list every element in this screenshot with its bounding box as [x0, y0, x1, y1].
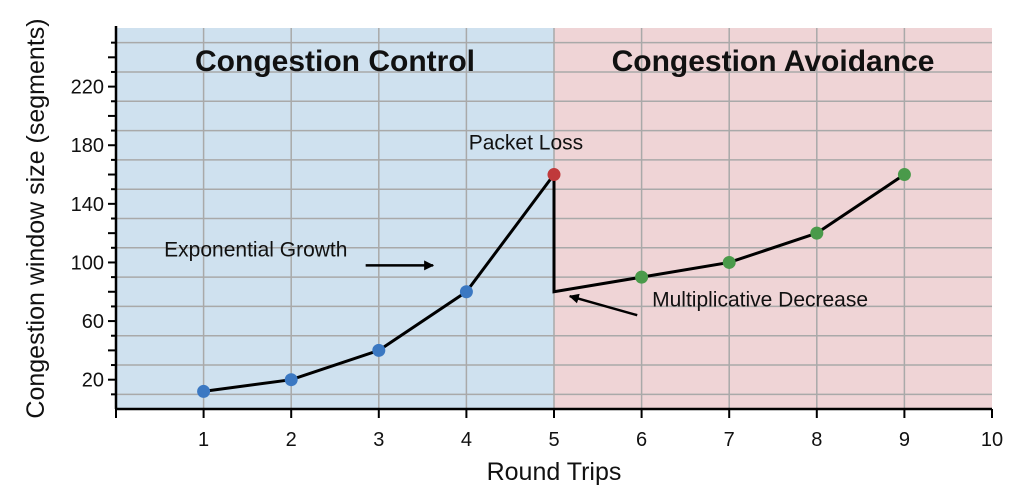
y-axis-title: Congestion window size (segments) — [22, 18, 50, 418]
x-tick-label: 5 — [548, 429, 559, 451]
y-tick-label: 60 — [82, 311, 104, 333]
y-tick-label: 100 — [71, 252, 104, 274]
data-point-loss — [547, 168, 561, 182]
x-tick-label: 3 — [373, 429, 384, 451]
data-point-exponential — [197, 384, 211, 398]
data-point-exponential — [459, 285, 473, 299]
data-point-avoidance — [635, 270, 649, 284]
region-label-congestion-avoidance: Congestion Avoidance — [612, 45, 935, 78]
data-point-avoidance — [722, 255, 736, 269]
region-label-congestion-control: Congestion Control — [195, 45, 475, 78]
x-tick-label: 1 — [198, 429, 209, 451]
axes — [108, 26, 993, 418]
tick-labels: 1 2 3 4 5 6 7 8 9 10 20 60 100 140 180 220 — [71, 77, 1004, 451]
y-tick-label: 20 — [82, 370, 104, 392]
x-tick-label: 6 — [636, 429, 647, 451]
x-tick-label: 10 — [981, 429, 1003, 451]
x-tick-label: 7 — [724, 429, 735, 451]
y-tick-label: 220 — [71, 77, 104, 99]
x-tick-label: 8 — [811, 429, 822, 451]
data-points — [197, 168, 911, 398]
annotation-multiplicative-decrease: Multiplicative Decrease — [652, 288, 868, 311]
series-line-cwnd — [203, 170, 906, 393]
x-tick-label: 2 — [286, 429, 297, 451]
data-point-avoidance — [897, 168, 911, 182]
arrow-multiplicative-decrease — [568, 293, 638, 317]
data-point-avoidance — [810, 226, 824, 240]
x-axis-title: Round Trips — [487, 458, 622, 486]
annotation-exponential-growth: Exponential Growth — [164, 239, 347, 262]
y-tick-label: 180 — [71, 135, 104, 157]
x-tick-label: 9 — [899, 429, 910, 451]
y-tick-label: 140 — [71, 194, 104, 216]
grid — [116, 28, 992, 409]
annotation-packet-loss: Packet Loss — [469, 132, 583, 155]
x-tick-label: 4 — [461, 429, 472, 451]
data-point-exponential — [372, 343, 386, 357]
data-point-exponential — [284, 373, 298, 387]
